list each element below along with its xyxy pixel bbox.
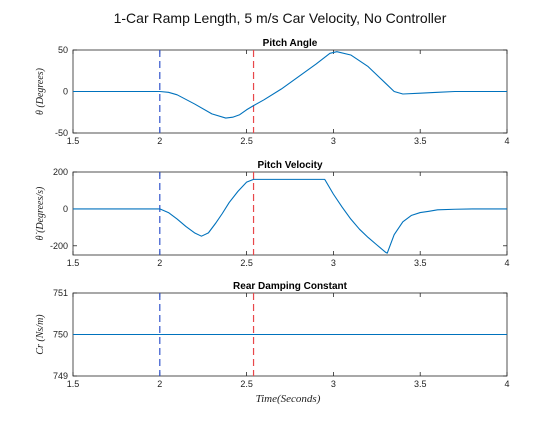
y-tick-label: -200 — [50, 241, 68, 251]
data-series-line — [73, 179, 507, 253]
y-tick-label: 0 — [63, 204, 68, 214]
y-axis-label: θ̇ (Degrees/s) — [35, 186, 46, 240]
subplot-2: Pitch Velocity θ̇ (Degrees/s) 1.5 2 2.5 3 3.5 4… — [35, 160, 510, 268]
x-tick-label: 2.5 — [240, 136, 253, 146]
y-tick-label: 751 — [53, 288, 68, 298]
x-tick-label: 4 — [504, 258, 509, 268]
y-tick-label: -50 — [55, 128, 68, 138]
y-axis-label: Cr (Ns/m) — [35, 314, 46, 355]
x-tick-label: 3 — [331, 379, 336, 389]
x-tick-label: 4 — [504, 136, 509, 146]
x-tick-label: 2 — [157, 136, 162, 146]
y-tick-label: 0 — [63, 87, 68, 97]
x-tick-label: 3 — [331, 258, 336, 268]
y-tick-label: 200 — [53, 167, 68, 177]
data-series-line — [73, 52, 507, 118]
x-tick-label: 3.5 — [414, 258, 427, 268]
y-tick-label: 750 — [53, 330, 68, 340]
x-tick-label: 2 — [157, 258, 162, 268]
y-tick-label: 50 — [58, 45, 68, 55]
x-tick-label: 3 — [331, 136, 336, 146]
x-tick-label: 1.5 — [67, 379, 80, 389]
subplot-title: Rear Damping Constant — [233, 281, 348, 292]
y-axis-label: θ (Degrees) — [35, 67, 46, 115]
subplot-1: Pitch Angle θ (Degrees) 1.5 2 2.5 3 3.5 4 -50 0 50 — [35, 38, 510, 146]
subplot-title: Pitch Angle — [263, 38, 318, 49]
x-axis-label: Time(Seconds) — [256, 393, 321, 405]
x-tick-label: 2.5 — [240, 258, 253, 268]
subplot-3: Rear Damping Constant Cr (Ns/m) 1.5 2 2.5 3 3.… — [35, 281, 510, 389]
figure-title: 1-Car Ramp Length, 5 m/s Car Velocity, N… — [114, 10, 447, 26]
x-tick-label: 2.5 — [240, 379, 253, 389]
x-tick-label: 2 — [157, 379, 162, 389]
y-tick-label: 749 — [53, 371, 68, 381]
x-tick-label: 3.5 — [414, 136, 427, 146]
x-tick-label: 1.5 — [67, 258, 80, 268]
x-tick-label: 3.5 — [414, 379, 427, 389]
x-tick-label: 1.5 — [67, 136, 80, 146]
x-tick-label: 4 — [504, 379, 509, 389]
axes-box — [73, 172, 507, 255]
subplot-title: Pitch Velocity — [257, 160, 322, 171]
